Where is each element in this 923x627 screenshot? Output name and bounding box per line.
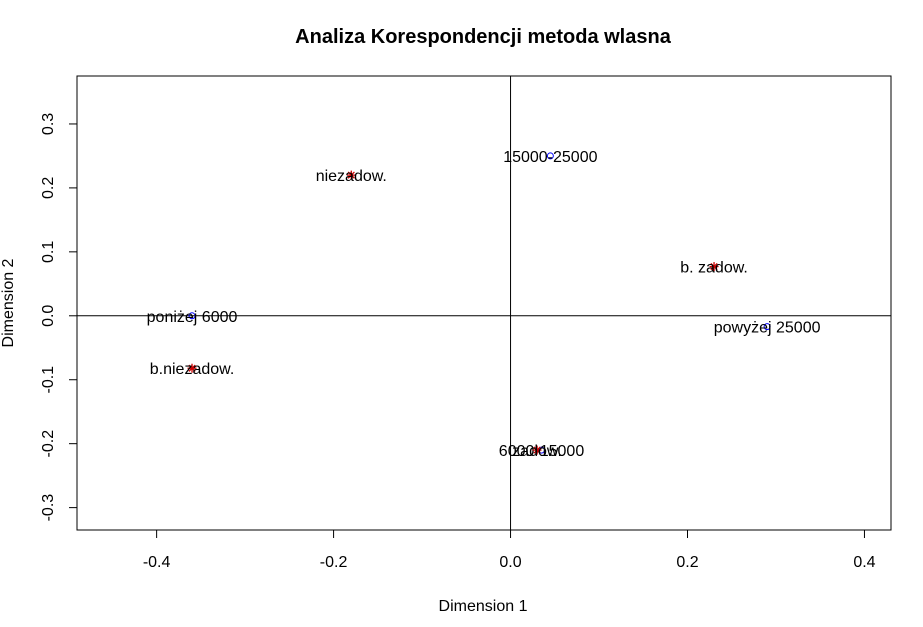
- x-tick-label: -0.4: [143, 554, 171, 571]
- point-label: niezadow.: [316, 168, 387, 185]
- x-tick-label: -0.2: [320, 554, 348, 571]
- x-axis-label: Dimension 1: [439, 598, 528, 615]
- point-marker-circle: [188, 312, 196, 320]
- y-tick-label: -0.2: [40, 430, 57, 458]
- y-tick-label: 0.3: [40, 113, 57, 135]
- y-axis-label: Dimension 2: [0, 258, 17, 347]
- data-points: poniżej 6000 6000-15000 15000-25000 powyżej…: [147, 149, 821, 460]
- chart-title: Analiza Korespondencji metoda wlasna: [295, 26, 672, 48]
- point-label: b. zadow.: [680, 260, 748, 277]
- y-tick-label: 0.1: [40, 241, 57, 263]
- y-axis: -0.3 -0.2 -0.1 0.0 0.1 0.2 0.3: [40, 113, 78, 522]
- point-marker-star: [533, 446, 541, 454]
- point-marker-star: [347, 171, 355, 179]
- y-tick-label: -0.1: [40, 366, 57, 394]
- x-tick-label: 0.0: [499, 554, 521, 571]
- point-label: poniżej 6000: [147, 309, 238, 326]
- reference-lines: [77, 76, 891, 530]
- y-tick-label: 0.0: [40, 305, 57, 327]
- y-tick-label: -0.3: [40, 494, 57, 522]
- point-label: b.niezadow.: [150, 361, 235, 378]
- plot-area: [76, 75, 892, 531]
- x-axis: -0.4 -0.2 0.0 0.2 0.4: [143, 529, 876, 571]
- point-label: zadow.: [512, 443, 562, 460]
- x-tick-label: 0.4: [853, 554, 875, 571]
- point-label: powyżej 25000: [714, 320, 821, 337]
- point-label: 15000-25000: [503, 149, 597, 166]
- point-marker-circle: [763, 323, 771, 331]
- point-label: 6000-15000: [499, 443, 585, 460]
- y-tick-label: 0.2: [40, 177, 57, 199]
- point-marker-star: [710, 262, 718, 271]
- x-tick-label: 0.2: [676, 554, 698, 571]
- point-marker-circle: [546, 152, 554, 160]
- point-marker-star: [188, 364, 196, 372]
